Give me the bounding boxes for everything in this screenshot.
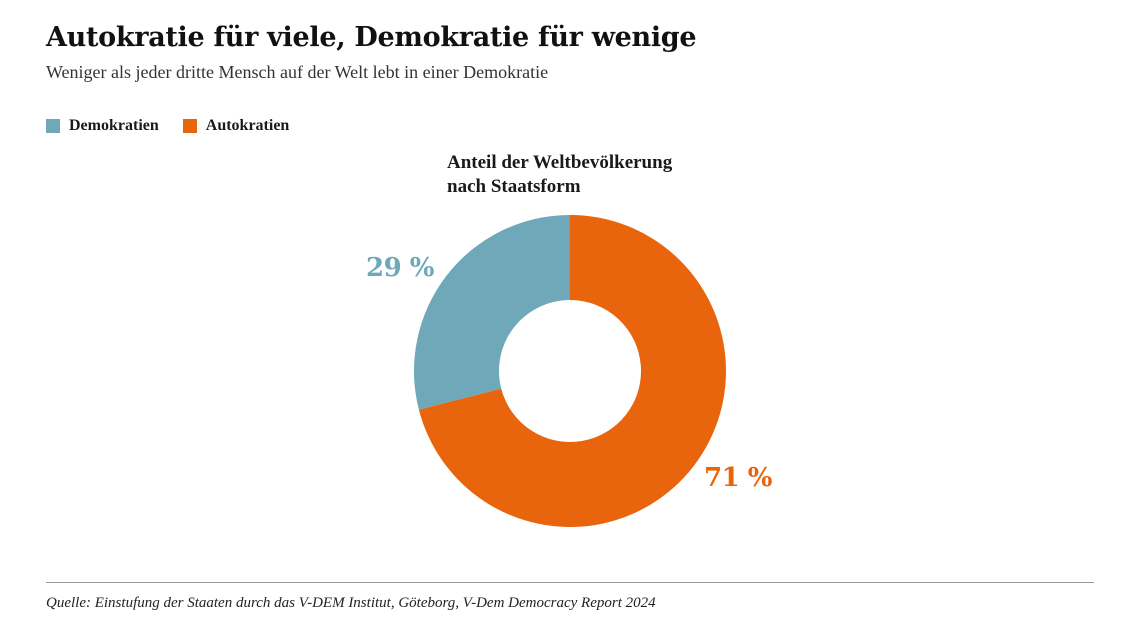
legend-label-autokratien: Autokratien [205, 117, 290, 134]
legend-swatch-demokratien [46, 119, 60, 133]
legend-item-autokratien: Autokratien [182, 117, 290, 135]
source-note: Quelle: Einstufung der Staaten durch das… [46, 595, 656, 611]
chart-subtitle: Weniger als jeder dritte Mensch auf der … [46, 62, 549, 82]
slice-demokratien [414, 215, 570, 410]
donut-chart-title-line-2: nach Staatsform [447, 176, 581, 197]
slice-label-autokratien: 71 % [704, 463, 773, 493]
slice-label-demokratien: 29 % [366, 253, 435, 283]
legend: Demokratien Autokratien [46, 117, 313, 135]
chart-title-heading: Autokratie für viele, Demokratie für wen… [46, 22, 697, 53]
footer-divider [46, 582, 1094, 583]
legend-label-demokratien: Demokratien [69, 117, 159, 134]
legend-item-demokratien: Demokratien [46, 117, 159, 135]
donut-chart-title-line-1: Anteil der Weltbevölkerung [447, 152, 673, 173]
slice-autokratien [418, 215, 726, 527]
legend-swatch-autokratien [182, 119, 197, 133]
donut-chart-title: Anteil der Weltbevölkerung nach Staatsfo… [447, 151, 672, 199]
